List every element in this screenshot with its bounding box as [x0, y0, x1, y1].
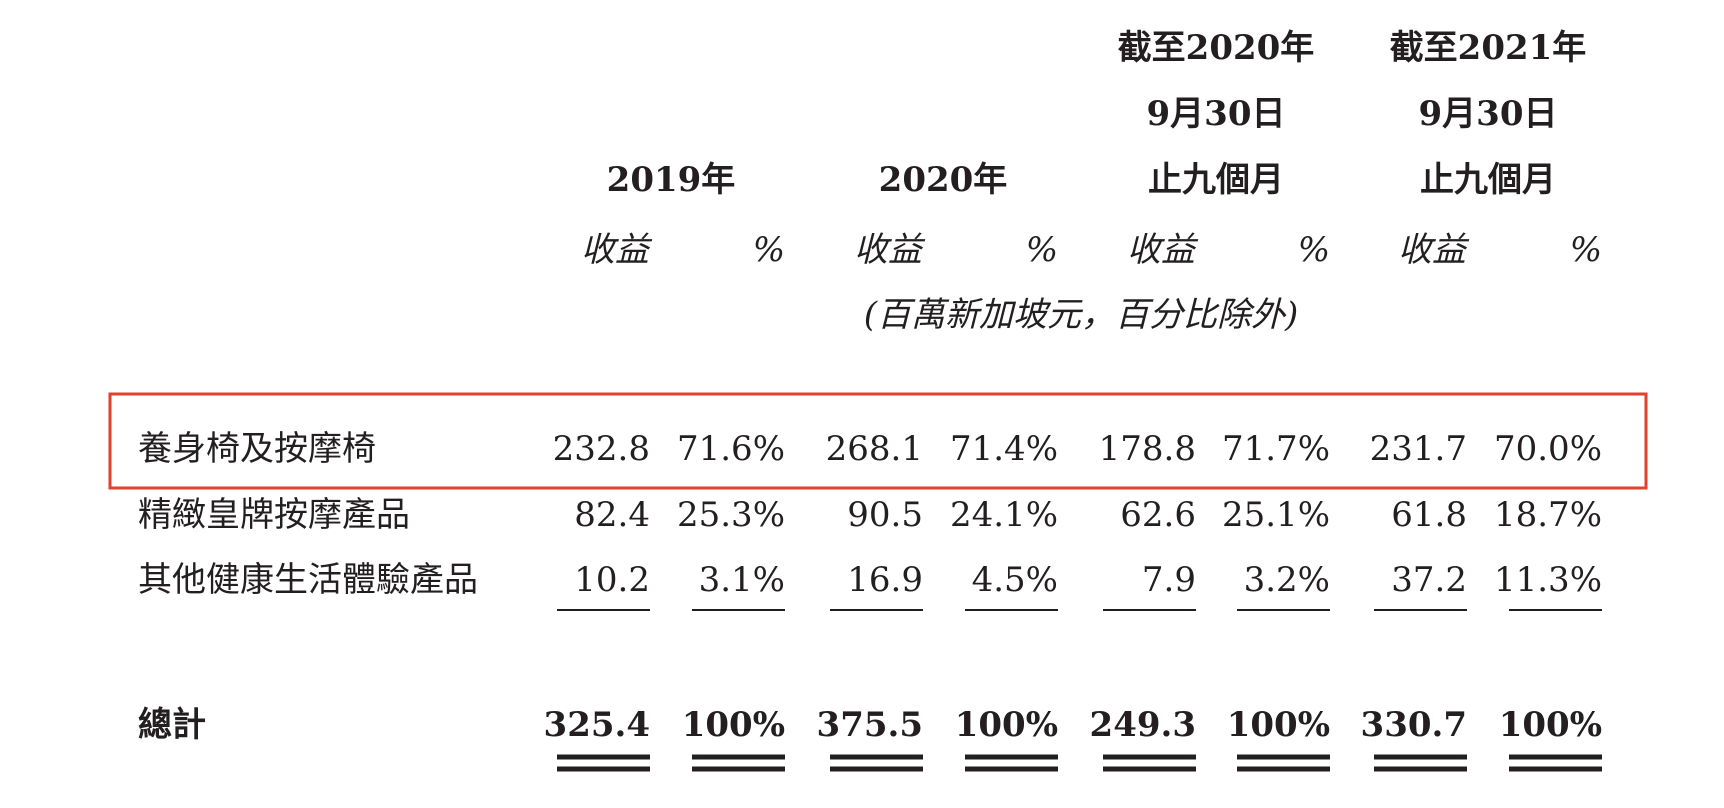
cell: 268.1	[826, 429, 923, 469]
cell: 62.6	[1120, 495, 1196, 535]
total-cell: 100%	[1227, 705, 1330, 745]
cell: 82.4	[574, 495, 650, 535]
subheader: %	[753, 230, 785, 270]
total-cell: 100%	[955, 705, 1058, 745]
subheader: 收益	[581, 230, 653, 270]
subheader: 收益	[1127, 230, 1199, 270]
total-label: 總計	[138, 705, 206, 745]
cell: 70.0%	[1494, 429, 1602, 469]
cell: 71.7%	[1222, 429, 1330, 469]
cell: 37.2	[1391, 560, 1467, 600]
period-header: 止九個月	[1420, 160, 1556, 200]
cell: 24.1%	[950, 495, 1058, 535]
row-label: 精緻皇牌按摩產品	[138, 495, 410, 535]
cell: 7.9	[1142, 560, 1196, 600]
cell: 3.1%	[699, 560, 785, 600]
cell: 25.1%	[1222, 495, 1330, 535]
total-cell: 249.3	[1090, 705, 1196, 745]
cell: 4.5%	[972, 560, 1058, 600]
period-header: 9月30日	[1147, 94, 1286, 134]
cell: 71.6%	[677, 429, 785, 469]
period-header: 2019年	[607, 160, 736, 200]
total-cell: 100%	[682, 705, 785, 745]
cell: 3.2%	[1244, 560, 1330, 600]
unit-note: (百萬新加坡元，百分比除外)	[864, 295, 1299, 335]
cell: 231.7	[1370, 429, 1467, 469]
highlight-box	[108, 392, 1648, 490]
period-header: 截至2020年	[1118, 28, 1315, 68]
cell: 178.8	[1099, 429, 1196, 469]
subheader: %	[1026, 230, 1058, 270]
subheader: 收益	[1398, 230, 1470, 270]
total-cell: 325.4	[544, 705, 650, 745]
period-header: 2020年	[879, 160, 1008, 200]
period-header: 截至2021年	[1390, 28, 1587, 68]
total-cell: 330.7	[1361, 705, 1467, 745]
subheader: %	[1570, 230, 1602, 270]
row-label: 其他健康生活體驗產品	[138, 560, 478, 600]
cell: 18.7%	[1494, 495, 1602, 535]
cell: 25.3%	[677, 495, 785, 535]
period-header: 止九個月	[1148, 160, 1284, 200]
period-header: 9月30日	[1419, 94, 1558, 134]
cell: 10.2	[574, 560, 650, 600]
total-cell: 375.5	[817, 705, 923, 745]
cell: 16.9	[847, 560, 923, 600]
total-cell: 100%	[1499, 705, 1602, 745]
cell: 232.8	[553, 429, 650, 469]
subheader: %	[1298, 230, 1330, 270]
cell: 61.8	[1391, 495, 1467, 535]
cell: 71.4%	[950, 429, 1058, 469]
cell: 11.3%	[1494, 560, 1602, 600]
subheader: 收益	[854, 230, 926, 270]
cell: 90.5	[847, 495, 923, 535]
row-label: 養身椅及按摩椅	[138, 429, 376, 469]
